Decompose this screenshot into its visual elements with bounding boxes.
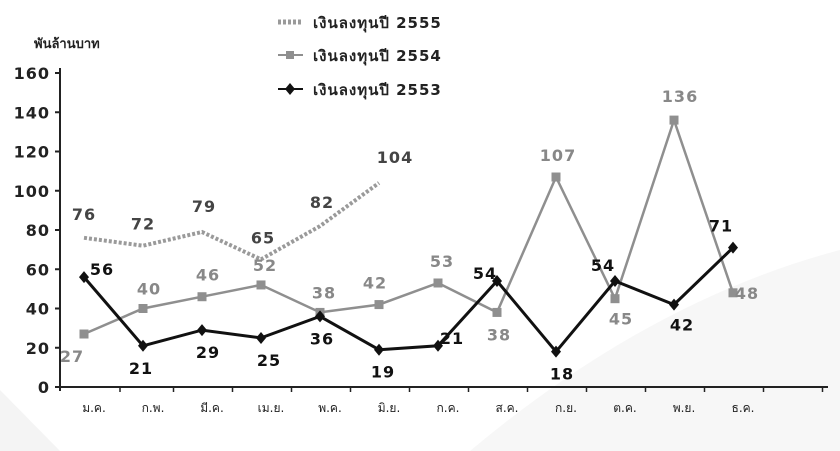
series-3 — [79, 241, 738, 358]
data-label: 54 — [473, 264, 497, 283]
data-label: 136 — [662, 87, 698, 106]
y-tick-label: 20 — [26, 339, 50, 358]
data-label: 36 — [310, 329, 334, 348]
y-tick-label: 160 — [14, 64, 50, 83]
data-point-square — [433, 278, 443, 288]
data-label: 48 — [735, 284, 759, 303]
data-point-diamond — [315, 310, 325, 323]
data-point-square — [610, 294, 620, 304]
data-label: 18 — [550, 365, 574, 384]
x-tick-label: พ.ย. — [673, 401, 696, 415]
series-line — [83, 116, 735, 336]
data-point-diamond — [79, 271, 89, 284]
legend-marker — [286, 51, 294, 59]
y-tick-label: 40 — [26, 300, 50, 319]
y-tick-label: 120 — [14, 143, 50, 162]
legend-label: เงินลงทุนปี 2553 — [313, 81, 442, 100]
x-axis: ม.ค. ก.พ. มี.ค. เม.ย. พ.ค. มิ.ย. ก.ค. ส.ค. ก.ย. ต… — [60, 386, 828, 415]
data-label: 71 — [709, 217, 733, 236]
series-line — [83, 181, 381, 262]
data-point-diamond — [669, 298, 679, 311]
data-label: 53 — [430, 252, 454, 271]
data-label: 52 — [253, 256, 277, 275]
data-point-square — [669, 115, 679, 125]
data-label: 29 — [196, 343, 220, 362]
data-point-square — [374, 300, 384, 310]
data-label: 45 — [609, 310, 633, 329]
data-label: 27 — [60, 347, 84, 366]
data-label: 38 — [312, 283, 336, 302]
data-point-square — [197, 292, 207, 302]
data-point-diamond — [374, 343, 384, 356]
y-tick-label: 0 — [38, 378, 50, 397]
data-label: 42 — [363, 274, 387, 293]
data-point-square — [256, 280, 266, 290]
x-tick-label: ธ.ค. — [732, 401, 755, 415]
y-tick-label: 100 — [14, 182, 50, 201]
data-label: 107 — [540, 146, 576, 165]
chart-legend: เงินลงทุนปี 2555 เงินลงทุนปี 2554 เงินลงทุ… — [278, 14, 442, 100]
data-point-square — [492, 307, 502, 317]
data-point-square — [138, 304, 148, 313]
data-label: 46 — [196, 266, 220, 285]
data-point-diamond — [728, 241, 738, 254]
data-label: 76 — [72, 205, 96, 224]
data-label: 40 — [137, 280, 161, 299]
data-labels: 76 72 79 65 82 104 27 40 46 52 38 42 53 38 107 45 136 48 5… — [60, 87, 759, 384]
y-axis-label: พันล้านบาท — [34, 36, 100, 52]
x-tick-label: ก.ค. — [437, 401, 460, 415]
y-tick-label: 60 — [26, 260, 50, 279]
x-tick-label: มี.ค. — [200, 401, 224, 415]
data-label: 19 — [371, 363, 395, 382]
x-tick-label: ส.ค. — [496, 401, 519, 415]
data-point-square — [551, 172, 561, 182]
x-tick-label: เม.ย. — [258, 401, 285, 415]
data-label: 82 — [310, 193, 334, 212]
legend-marker — [285, 83, 295, 95]
data-point-diamond — [610, 275, 620, 288]
data-label: 42 — [670, 316, 694, 335]
data-point-diamond — [551, 345, 561, 358]
data-label: 56 — [90, 260, 114, 279]
series-line — [82, 246, 735, 355]
legend-item-2: เงินลงทุนปี 2554 — [278, 47, 442, 66]
data-label: 21 — [440, 329, 464, 348]
data-label: 21 — [129, 359, 153, 378]
data-point-diamond — [256, 331, 266, 344]
x-tick-label: ม.ค. — [82, 401, 106, 415]
legend-item-3: เงินลงทุนปี 2553 — [278, 81, 442, 100]
legend-item-1: เงินลงทุนปี 2555 — [278, 14, 442, 33]
data-label: 104 — [377, 148, 413, 167]
y-tick-label: 80 — [26, 221, 50, 240]
data-point-square — [79, 329, 89, 339]
data-point-diamond — [492, 275, 502, 288]
legend-label: เงินลงทุนปี 2555 — [313, 14, 442, 33]
data-point-square — [728, 288, 738, 298]
x-tick-label: มิ.ย. — [378, 401, 401, 415]
data-point-diamond — [197, 324, 207, 337]
y-tick-label: 140 — [14, 103, 50, 122]
data-point-diamond — [433, 339, 443, 352]
x-tick-label: ต.ค. — [613, 401, 636, 415]
data-label: 25 — [257, 351, 281, 370]
data-label: 79 — [192, 197, 216, 216]
data-point-diamond — [138, 339, 148, 352]
legend-label: เงินลงทุนปี 2554 — [313, 47, 442, 66]
data-label: 72 — [131, 215, 155, 234]
x-tick-label: ก.ย. — [555, 401, 577, 415]
y-axis: 0 20 40 60 80 100 120 140 160 — [14, 64, 61, 397]
x-tick-label: ก.พ. — [142, 401, 165, 415]
x-tick-label: พ.ค. — [318, 401, 342, 415]
data-label: 54 — [591, 256, 615, 275]
series-1 — [83, 181, 381, 262]
data-label: 65 — [251, 228, 275, 247]
data-label: 38 — [487, 325, 511, 344]
series-group — [79, 115, 738, 358]
